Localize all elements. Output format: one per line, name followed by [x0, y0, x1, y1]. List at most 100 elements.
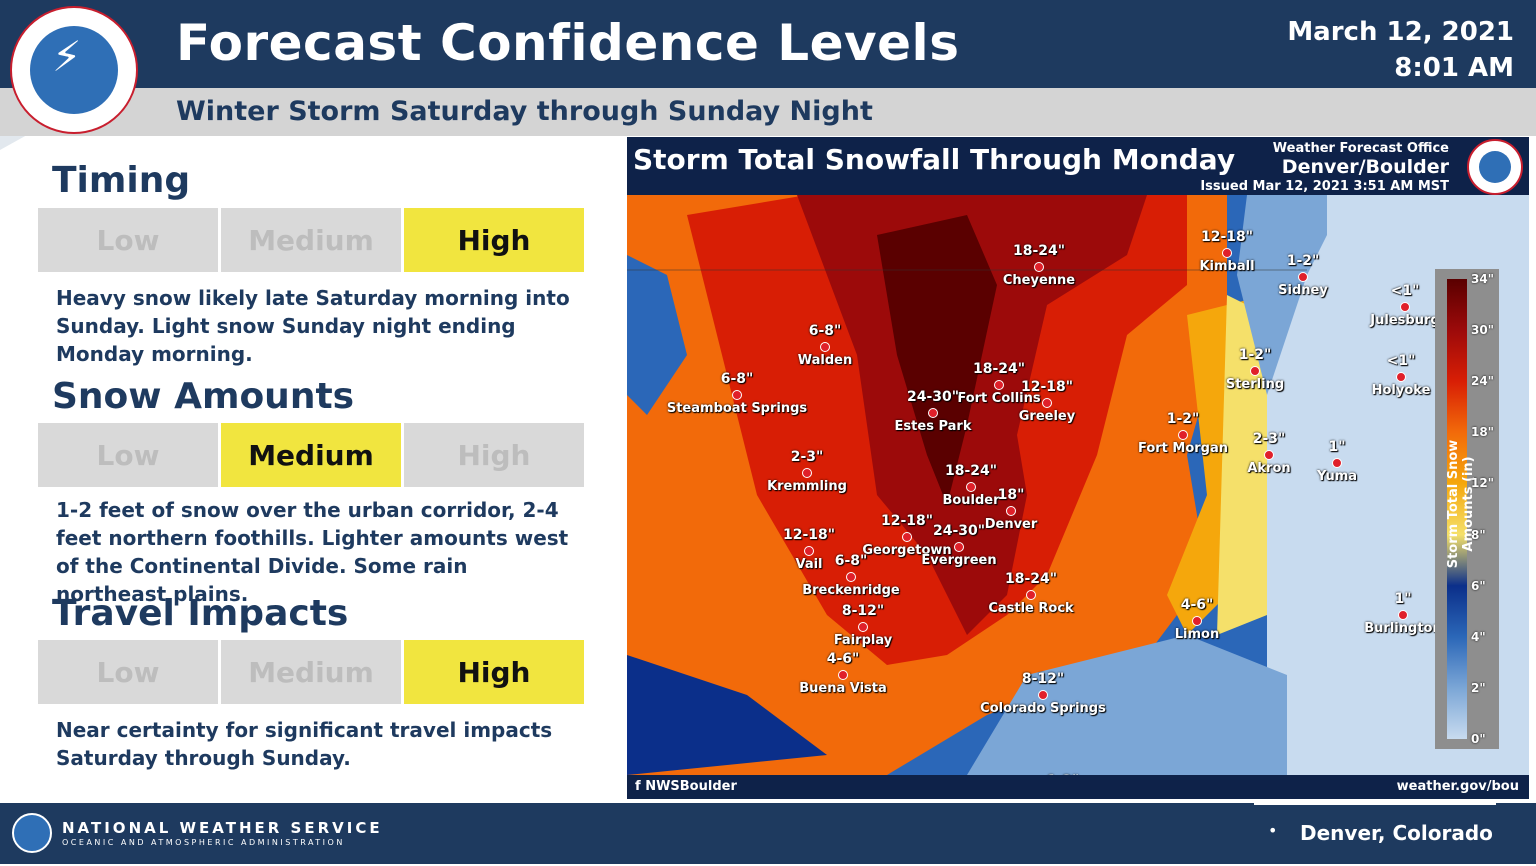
city-name-label: Steamboat Springs	[666, 401, 808, 416]
city-name-label: Denver	[984, 517, 1038, 532]
legend-tick-label: 0"	[1471, 732, 1486, 746]
snow-amount-label: 2-3"	[790, 449, 824, 465]
confidence-scale: Low Medium High	[38, 640, 584, 704]
snowfall-map-panel: Storm Total Snowfall Through Monday Weat…	[627, 137, 1529, 799]
city-marker-icon	[802, 468, 812, 478]
section-title: Travel Impacts	[52, 593, 349, 634]
confidence-level-low: Low	[38, 640, 218, 704]
snow-amount-label: 24-30"	[932, 523, 986, 539]
snow-amount-label: 18-24"	[944, 463, 998, 479]
city-marker-icon	[858, 622, 868, 632]
nws-logo: ⚡	[10, 6, 138, 134]
city-marker-icon	[1192, 616, 1202, 626]
city-marker-icon	[804, 546, 814, 556]
map-legend: Storm Total Snow Amounts (in) 34" 30" 24" 1…	[1435, 269, 1499, 749]
snow-amount-label: 18-24"	[1004, 571, 1058, 587]
page-subtitle: Winter Storm Saturday through Sunday Nig…	[176, 96, 873, 127]
legend-tick-label: 6"	[1471, 578, 1486, 593]
legend-tick-label: 34"	[1471, 272, 1494, 286]
section-description: Near certainty for significant travel im…	[56, 718, 553, 770]
lightning-bolt-icon: ⚡	[52, 32, 82, 81]
city-marker-icon	[1222, 248, 1232, 258]
office-website-link[interactable]: weather.gov/bou	[1396, 779, 1519, 794]
city-marker-icon	[1332, 458, 1342, 468]
snow-amount-label: 4-6"	[826, 651, 860, 667]
map-nws-logo-icon	[1467, 139, 1523, 195]
snow-amount-label: 12-18"	[782, 527, 836, 543]
city-name-label: Fort Collins	[957, 391, 1041, 406]
footer-bar: NATIONAL WEATHER SERVICE OCEANIC AND ATM…	[0, 803, 1536, 864]
city-marker-icon	[1042, 398, 1052, 408]
snow-amount-label: <1"	[1386, 353, 1416, 369]
city-name-label: Breckenridge	[802, 583, 900, 598]
confidence-level-high: High	[404, 423, 584, 487]
issued-timestamp: Issued Mar 12, 2021 3:51 AM MST	[1200, 179, 1449, 194]
city-name-label: Cheyenne	[1002, 273, 1076, 288]
legend-color-bar	[1447, 279, 1467, 739]
social-handle-text: NWSBoulder	[645, 779, 737, 794]
city-marker-icon	[954, 542, 964, 552]
city-name-label: Akron	[1247, 461, 1291, 476]
city-name-label: Limon	[1174, 627, 1220, 642]
city-marker-icon	[902, 532, 912, 542]
legend-tick-label: 8"	[1471, 527, 1486, 542]
snow-amount-label: 1-2"	[1286, 253, 1320, 269]
map-office-info: Weather Forecast Office Denver/Boulder I…	[1200, 139, 1449, 196]
city-name-label: Georgetown	[862, 543, 952, 558]
snow-amount-label: 1"	[1328, 439, 1346, 455]
confidence-scale: Low Medium High	[38, 423, 584, 487]
header-bar: Forecast Confidence Levels March 12, 202…	[0, 0, 1536, 88]
city-name-label: Kimball	[1199, 259, 1255, 274]
city-marker-icon	[838, 670, 848, 680]
snow-amount-label: 24-30"	[906, 389, 960, 405]
confidence-level-high: High	[404, 640, 584, 704]
section-title: Timing	[52, 160, 191, 201]
legend-tick-label: 30"	[1471, 323, 1494, 338]
social-handle[interactable]: f NWSBoulder	[635, 779, 737, 794]
snow-amount-label: 6-8"	[834, 553, 868, 569]
city-marker-icon	[820, 342, 830, 352]
legend-tick-label: 12"	[1471, 476, 1494, 491]
snow-amount-label: 6-8"	[808, 323, 842, 339]
snow-amount-label: 6-8"	[720, 371, 754, 387]
snow-amount-label: 2-3"	[1252, 431, 1286, 447]
map-header: Storm Total Snowfall Through Monday Weat…	[627, 137, 1529, 195]
city-marker-icon	[966, 482, 976, 492]
confidence-level-medium: Medium	[221, 640, 401, 704]
city-name-label: Greeley	[1018, 409, 1076, 424]
city-name-label: Fairplay	[833, 633, 893, 648]
issue-datetime: March 12, 2021 8:01 AM	[1287, 14, 1514, 86]
city-name-label: Sidney	[1278, 283, 1328, 298]
snow-amount-label: 8-12"	[841, 603, 885, 619]
city-name-label: Walden	[797, 353, 853, 368]
city-marker-icon	[1178, 430, 1188, 440]
confidence-level-medium: Medium	[221, 423, 401, 487]
snow-amount-label: 12-18"	[1020, 379, 1074, 395]
city-marker-icon	[1264, 450, 1274, 460]
city-name-label: Fort Morgan	[1137, 441, 1229, 456]
office-name: Denver/Boulder	[1281, 156, 1449, 178]
issue-time: 8:01 AM	[1394, 53, 1514, 83]
confidence-scale: Low Medium High	[38, 208, 584, 272]
agency-name: NATIONAL WEATHER SERVICE	[62, 819, 383, 837]
city-marker-icon	[1398, 610, 1408, 620]
city-name-label: Boulder	[942, 493, 1000, 508]
section-description: Heavy snow likely late Saturday morning …	[56, 286, 570, 366]
city-name-label: Sterling	[1225, 377, 1285, 392]
legend-tick-label: 18"	[1471, 425, 1494, 440]
city-name-label: Holyoke	[1371, 383, 1431, 398]
section-description: 1-2 feet of snow over the urban corridor…	[56, 498, 569, 606]
city-name-label: Buena Vista	[799, 681, 887, 696]
map-footer: f NWSBoulder weather.gov/bou	[627, 775, 1529, 799]
page-title: Forecast Confidence Levels	[176, 14, 960, 72]
legend-tick-label: 24"	[1471, 374, 1494, 389]
city-marker-icon	[928, 408, 938, 418]
footer-location-box	[1254, 803, 1496, 866]
snow-amount-label: 18-24"	[1012, 243, 1066, 259]
subtitle-bar: Winter Storm Saturday through Sunday Nig…	[0, 88, 1536, 136]
snow-amount-label: 18-24"	[972, 361, 1026, 377]
city-marker-icon	[846, 572, 856, 582]
city-name-label: Castle Rock	[988, 601, 1074, 616]
snow-amount-label: 1-2"	[1238, 347, 1272, 363]
snow-amount-label: 18"	[997, 487, 1025, 503]
